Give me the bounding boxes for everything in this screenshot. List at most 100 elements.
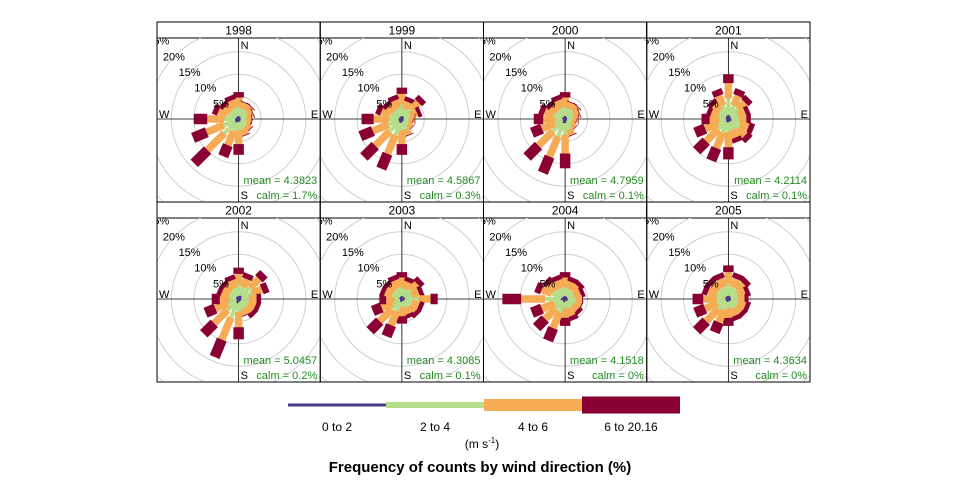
petal-SSW-bin2 — [556, 122, 566, 138]
compass-s: S — [241, 190, 248, 202]
ring-label: 5% — [213, 98, 229, 110]
petal-SSW-bin2 — [722, 300, 730, 311]
petal-NW-bin3 — [386, 283, 398, 295]
petal-WSW-bin4 — [530, 123, 544, 138]
petal-WNW-bin2 — [391, 293, 401, 300]
plot-area: 5% 10% 15% 20% 25% — [483, 218, 647, 382]
petal-SSW-bin3 — [715, 308, 728, 324]
petal-S-bin3 — [561, 134, 569, 154]
mean-label: mean = 5.0457 — [244, 355, 318, 367]
petal-WNW-bin4 — [534, 282, 544, 295]
petal-SSW-bin3 — [712, 130, 727, 150]
petal-WNW-bin2 — [226, 112, 237, 120]
petal-NNW-bin2 — [232, 107, 240, 118]
petal-NE-bin3 — [735, 99, 748, 113]
ring-label: 15% — [505, 67, 527, 79]
legend: 0 to 2 2 to 4 4 to 6 6 to 20.16 (m s-1) — [288, 396, 680, 451]
panel-title: 2003 — [389, 204, 416, 218]
plot-area: 5% 10% 15% 20% 25% — [646, 218, 810, 382]
mean-label: mean = 4.3823 — [244, 175, 318, 187]
compass-n: N — [567, 220, 575, 232]
petal-ESE-bin2 — [403, 298, 413, 305]
compass-e: E — [474, 289, 481, 301]
ring-label: 5% — [539, 98, 555, 110]
petal-NNW-bin1 — [726, 115, 730, 120]
plot-area: 5% 10% 15% 20% 25% — [310, 216, 484, 382]
legend-swatch-3 — [484, 399, 582, 411]
petal-W-bin2 — [545, 296, 561, 302]
ring-label: 20% — [489, 231, 511, 243]
petal-NE-bin3 — [408, 99, 421, 113]
petal-NE-bin4 — [255, 269, 268, 283]
legend-label-4: 6 to 20.16 — [604, 420, 658, 434]
petal-SSE-bin4 — [403, 132, 414, 138]
ring-label: 10% — [521, 263, 543, 275]
ring-label: 25% — [147, 216, 169, 228]
petal-NW-bin3 — [223, 103, 234, 115]
ring-label: 15% — [342, 67, 364, 79]
ring-label: 10% — [194, 263, 216, 275]
petal-SSE-bin4 — [731, 135, 743, 144]
ring-label: 5% — [703, 278, 719, 290]
petal-SW-bin3 — [211, 307, 231, 327]
petal-WNW-bin2 — [716, 292, 727, 300]
ring-label: 5% — [703, 98, 719, 110]
petal-N-bin3 — [724, 272, 733, 284]
petal-NNW-bin1 — [236, 115, 240, 120]
petal-WNW-bin4 — [705, 105, 714, 117]
compass-s: S — [404, 190, 411, 202]
petal-NNE-bin3 — [239, 277, 251, 290]
petal-SW-bin3 — [377, 306, 395, 324]
panel-title: 2001 — [715, 24, 742, 38]
compass-n: N — [730, 220, 738, 232]
petal-NNW-bin4 — [711, 88, 724, 98]
petal-E-bin3 — [738, 115, 747, 123]
calm-label: calm = 1.7% — [256, 190, 317, 202]
petal-SSW-bin2 — [720, 121, 729, 134]
petal-NNW-bin4 — [224, 94, 236, 103]
petal-S-bin4 — [559, 317, 571, 326]
petal-NNW-bin3 — [390, 279, 401, 290]
petal-N-bin4 — [559, 272, 571, 278]
petal-NW-bin3 — [549, 103, 561, 115]
petal-WSW-bin4 — [191, 127, 209, 143]
petal-SSW-bin4 — [543, 325, 558, 343]
petal-W-bin4 — [533, 113, 544, 125]
petal-ESE-bin4 — [746, 122, 756, 135]
calm-label: calm = 0.3% — [420, 190, 481, 202]
petal-SW-bin4 — [190, 146, 212, 168]
ring-label: 20% — [326, 51, 348, 63]
compass-n: N — [241, 220, 249, 232]
petal-NNW-bin4 — [550, 274, 563, 283]
ring-label: 5% — [213, 278, 229, 290]
petal-SSW-bin4 — [381, 323, 396, 339]
petal-N-bin3 — [724, 83, 733, 99]
petal-ENE-bin3 — [250, 285, 264, 297]
petal-SSW-bin3 — [224, 129, 238, 147]
ring-label: 15% — [668, 67, 690, 79]
petal-ENE-bin4 — [250, 108, 256, 119]
compass-w: W — [159, 289, 170, 301]
petal-SW-bin3 — [535, 128, 556, 149]
panel-title: 2002 — [225, 204, 252, 218]
petal-NNE-bin3 — [730, 94, 742, 108]
panel-border — [646, 201, 811, 383]
petal-SSW-bin2 — [231, 121, 240, 132]
petal-NNW-bin1 — [236, 295, 240, 300]
petal-NNW-bin3 — [554, 99, 565, 110]
legend-swatch-1 — [288, 403, 386, 407]
petal-WSW-bin3 — [371, 121, 391, 135]
petal-NNE-bin2 — [727, 286, 736, 297]
petal-WNW-bin3 — [540, 285, 554, 297]
ring-label: 5% — [376, 278, 392, 290]
petal-NNW-bin3 — [554, 279, 565, 290]
petal-NNW-bin4 — [224, 274, 236, 283]
mean-label: mean = 4.5867 — [407, 175, 481, 187]
ring-label: 25% — [310, 216, 332, 228]
petal-NW-bin4 — [705, 276, 717, 288]
ring-label: 10% — [684, 263, 706, 275]
petal-SW-bin3 — [703, 126, 721, 144]
petal-E-bin4 — [430, 293, 438, 305]
petal-N-bin3 — [398, 277, 406, 287]
petal-SSE-bin4 — [240, 312, 251, 318]
